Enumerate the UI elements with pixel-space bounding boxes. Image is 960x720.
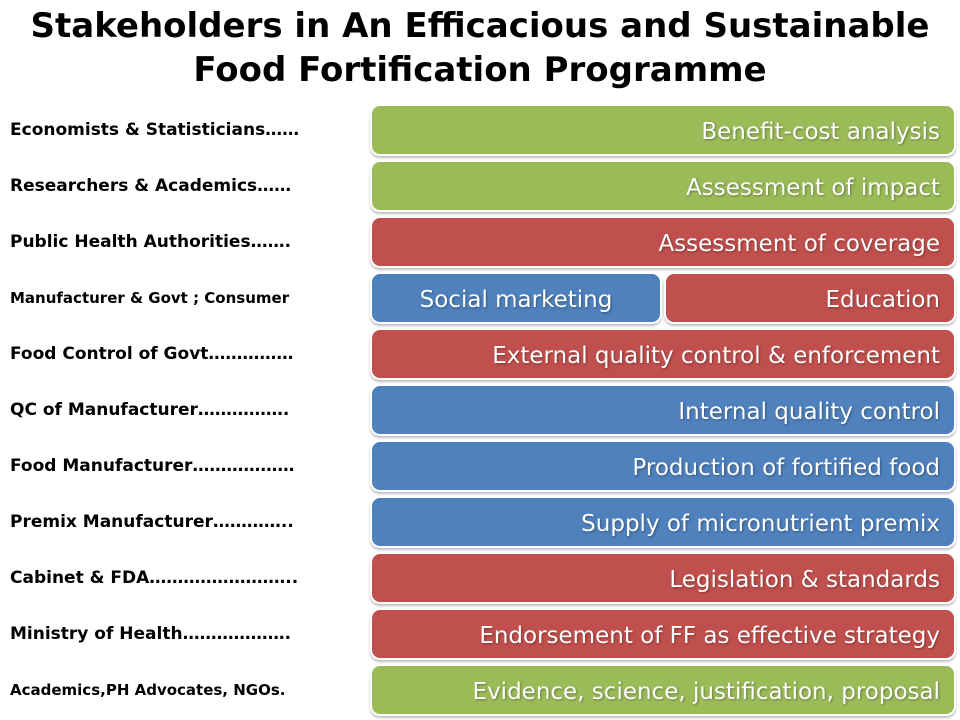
activity-bar: Supply of micronutrient premix bbox=[370, 496, 956, 548]
stakeholder-label: Premix Manufacturer………….. bbox=[10, 512, 294, 532]
title-line-2: Food Fortification Programme bbox=[193, 50, 767, 90]
diagram-title: Stakeholders in An Efficacious and Susta… bbox=[0, 4, 960, 92]
row-qc-manufacturer: QC of Manufacturer……………. Internal qualit… bbox=[0, 384, 960, 436]
row-academics-advocates: Academics,PH Advocates, NGOs. Evidence, … bbox=[0, 664, 960, 716]
row-food-control: Food Control of Govt…………… External quali… bbox=[0, 328, 960, 380]
row-public-health: Public Health Authorities……. Assessment … bbox=[0, 216, 960, 268]
activity-bar: Evidence, science, justification, propos… bbox=[370, 664, 956, 716]
row-researchers: Researchers & Academics…… Assessment of … bbox=[0, 160, 960, 212]
stakeholder-label: Researchers & Academics…… bbox=[10, 176, 292, 196]
row-ministry-health: Ministry of Health………………. Endorsement of… bbox=[0, 608, 960, 660]
activity-bar: Assessment of coverage bbox=[370, 216, 956, 268]
stakeholder-label: Manufacturer & Govt ; Consumer bbox=[10, 289, 290, 307]
row-manufacturer-govt-consumer: Manufacturer & Govt ; Consumer Social ma… bbox=[0, 272, 960, 324]
row-economists: Economists & Statisticians…… Benefit-cos… bbox=[0, 104, 960, 156]
stakeholder-label: Food Control of Govt…………… bbox=[10, 344, 294, 364]
row-premix-manufacturer: Premix Manufacturer………….. Supply of micr… bbox=[0, 496, 960, 548]
stakeholder-label: Public Health Authorities……. bbox=[10, 232, 292, 252]
stakeholder-label: Ministry of Health………………. bbox=[10, 624, 292, 644]
activity-bar-social-marketing: Social marketing bbox=[370, 272, 662, 324]
activity-bar: Production of fortified food bbox=[370, 440, 956, 492]
activity-bar: Benefit-cost analysis bbox=[370, 104, 956, 156]
title-line-1: Stakeholders in An Efficacious and Susta… bbox=[30, 6, 930, 46]
stakeholder-label: Economists & Statisticians…… bbox=[10, 120, 300, 140]
activity-bar-education: Education bbox=[664, 272, 956, 324]
activity-bar: Endorsement of FF as effective strategy bbox=[370, 608, 956, 660]
stakeholder-label: Cabinet & FDA…………………….. bbox=[10, 568, 299, 588]
activity-bar: Legislation & standards bbox=[370, 552, 956, 604]
stakeholder-label: Food Manufacturer……………… bbox=[10, 456, 295, 476]
activity-bar: Assessment of impact bbox=[370, 160, 956, 212]
activity-bar: External quality control & enforcement bbox=[370, 328, 956, 380]
stakeholder-label: QC of Manufacturer……………. bbox=[10, 400, 290, 420]
activity-bar: Internal quality control bbox=[370, 384, 956, 436]
row-food-manufacturer: Food Manufacturer……………… Production of fo… bbox=[0, 440, 960, 492]
stakeholder-label: Academics,PH Advocates, NGOs. bbox=[10, 681, 286, 699]
row-cabinet-fda: Cabinet & FDA…………………….. Legislation & st… bbox=[0, 552, 960, 604]
